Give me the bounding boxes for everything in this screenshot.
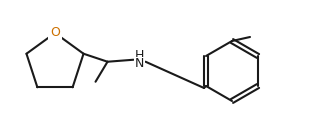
Text: O: O <box>50 26 60 39</box>
Text: N: N <box>135 57 144 70</box>
Text: H: H <box>135 49 144 62</box>
